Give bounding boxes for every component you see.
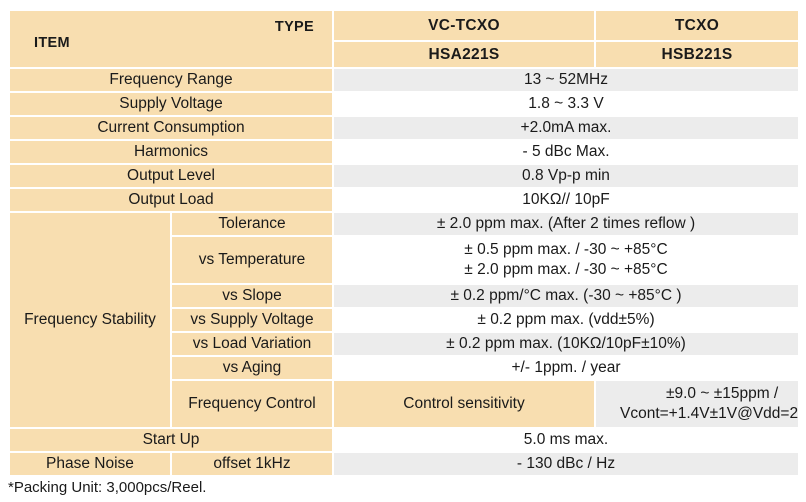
frequency-stability-label: Frequency Stability <box>8 211 172 429</box>
row-current-consumption: Current Consumption +2.0mA max. <box>8 115 800 141</box>
vs-temperature-value-line2: ± 2.0 ppm max. / -30 ~ +85°C <box>464 261 668 278</box>
packing-footnote: *Packing Unit: 3,000pcs/Reel. <box>8 479 207 496</box>
row-supply-voltage: Supply Voltage 1.8 ~ 3.3 V <box>8 91 800 117</box>
row-vs-slope: vs Slope ± 0.2 ppm/°C max. (-30 ~ +85°C … <box>9 283 800 309</box>
frequency-range-value: 13 ~ 52MHz <box>332 67 800 93</box>
output-load-value: 10KΩ// 10pF <box>332 187 800 213</box>
current-consumption-label: Current Consumption <box>8 115 334 141</box>
type-header: TYPE <box>274 19 314 35</box>
output-level-value: 0.8 Vp-p min <box>332 163 800 189</box>
start-up-label: Start Up <box>8 427 334 453</box>
control-sensitivity-value: ±9.0 ~ ±15ppm / Vcont=+1.4V±1V@Vdd=2.8V <box>594 379 800 429</box>
control-sensitivity-label: Control sensitivity <box>332 379 596 429</box>
row-frequency-range: Frequency Range 13 ~ 52MHz <box>8 67 800 93</box>
row-output-load: Output Load 10KΩ// 10pF <box>8 187 800 213</box>
row-output-level: Output Level 0.8 Vp-p min <box>8 163 800 189</box>
tolerance-label: Tolerance <box>170 211 334 237</box>
item-header: ITEM <box>34 35 70 51</box>
row-harmonics: Harmonics - 5 dBc Max. <box>8 139 800 165</box>
col2-type-header: TCXO <box>594 8 800 43</box>
row-vs-temperature: vs Temperature ± 0.5 ppm max. / -30 ~ +8… <box>9 235 800 285</box>
control-sensitivity-line1: ±9.0 ~ ±15ppm / <box>666 385 779 402</box>
start-up-value: 5.0 ms max. <box>332 427 800 453</box>
output-level-label: Output Level <box>8 163 334 189</box>
vs-supply-voltage-label: vs Supply Voltage <box>170 307 334 333</box>
row-start-up: Start Up 5.0 ms max. <box>8 427 800 453</box>
col2-model-header: HSB221S <box>594 40 800 69</box>
vs-load-variation-value: ± 0.2 ppm max. (10KΩ/10pF±10%) <box>332 331 800 357</box>
tolerance-value: ± 2.0 ppm max. (After 2 times reflow ) <box>332 211 800 237</box>
row-vs-supply-voltage: vs Supply Voltage ± 0.2 ppm max. (vdd±5%… <box>9 307 800 333</box>
frequency-range-label: Frequency Range <box>8 67 334 93</box>
vs-temperature-value-line1: ± 0.5 ppm max. / -30 ~ +85°C <box>464 241 668 258</box>
vs-aging-value: +/- 1ppm. / year <box>332 355 800 381</box>
spec-table: TYPE ITEM VC-TCXO TCXO HSA221S HSB221S F… <box>8 8 800 477</box>
row-vs-aging: vs Aging +/- 1ppm. / year <box>9 355 800 381</box>
phase-noise-label: Phase Noise <box>8 451 172 477</box>
vs-load-variation-label: vs Load Variation <box>170 331 334 357</box>
row-phase-noise: Phase Noise offset 1kHz - 130 dBc / Hz <box>8 451 800 477</box>
phase-noise-value: - 130 dBc / Hz <box>332 451 800 477</box>
vs-slope-label: vs Slope <box>170 283 334 309</box>
frequency-control-label: Frequency Control <box>170 379 334 429</box>
vs-slope-value: ± 0.2 ppm/°C max. (-30 ~ +85°C ) <box>332 283 800 309</box>
current-consumption-value: +2.0mA max. <box>332 115 800 141</box>
row-vs-load-variation: vs Load Variation ± 0.2 ppm max. (10KΩ/1… <box>9 331 800 357</box>
row-frequency-control: Frequency Control Control sensitivity ±9… <box>9 379 800 429</box>
harmonics-value: - 5 dBc Max. <box>332 139 800 165</box>
vs-temperature-value: ± 0.5 ppm max. / -30 ~ +85°C ± 2.0 ppm m… <box>332 235 800 285</box>
col1-model-header: HSA221S <box>332 40 596 69</box>
header-row-model: HSA221S HSB221S <box>9 40 800 69</box>
harmonics-label: Harmonics <box>8 139 334 165</box>
vs-supply-voltage-value: ± 0.2 ppm max. (vdd±5%) <box>332 307 800 333</box>
control-sensitivity-line2: Vcont=+1.4V±1V@Vdd=2.8V <box>620 405 799 422</box>
header-corner-cell: TYPE ITEM <box>8 9 334 69</box>
header-row-type: TYPE ITEM VC-TCXO TCXO <box>8 8 800 69</box>
vs-temperature-label: vs Temperature <box>170 235 334 285</box>
row-tolerance: Frequency Stability Tolerance ± 2.0 ppm … <box>8 211 800 429</box>
supply-voltage-label: Supply Voltage <box>8 91 334 117</box>
phase-noise-offset-label: offset 1kHz <box>170 451 334 477</box>
col1-type-header: VC-TCXO <box>332 8 596 43</box>
vs-aging-label: vs Aging <box>170 355 334 381</box>
output-load-label: Output Load <box>8 187 334 213</box>
supply-voltage-value: 1.8 ~ 3.3 V <box>332 91 800 117</box>
